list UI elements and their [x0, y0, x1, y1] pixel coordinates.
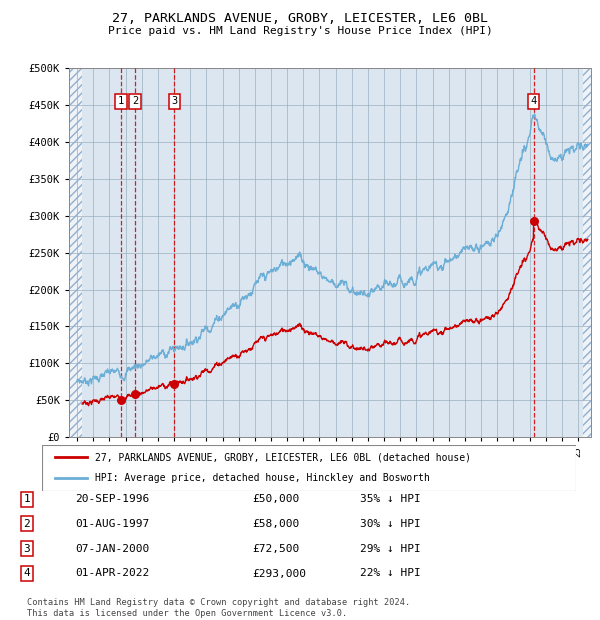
- Text: 29% ↓ HPI: 29% ↓ HPI: [360, 544, 421, 554]
- Text: 3: 3: [171, 96, 178, 107]
- FancyBboxPatch shape: [42, 445, 576, 491]
- Text: 35% ↓ HPI: 35% ↓ HPI: [360, 494, 421, 504]
- Text: Price paid vs. HM Land Registry's House Price Index (HPI): Price paid vs. HM Land Registry's House …: [107, 26, 493, 36]
- Text: 01-APR-2022: 01-APR-2022: [75, 569, 149, 578]
- Text: 27, PARKLANDS AVENUE, GROBY, LEICESTER, LE6 0BL (detached house): 27, PARKLANDS AVENUE, GROBY, LEICESTER, …: [95, 452, 472, 462]
- Text: 4: 4: [530, 96, 537, 107]
- Text: £58,000: £58,000: [252, 519, 299, 529]
- Text: 30% ↓ HPI: 30% ↓ HPI: [360, 519, 421, 529]
- Text: 22% ↓ HPI: 22% ↓ HPI: [360, 569, 421, 578]
- Text: 2: 2: [23, 519, 31, 529]
- Text: £50,000: £50,000: [252, 494, 299, 504]
- Text: 20-SEP-1996: 20-SEP-1996: [75, 494, 149, 504]
- Bar: [583, 68, 591, 437]
- Text: 4: 4: [23, 569, 31, 578]
- Text: 01-AUG-1997: 01-AUG-1997: [75, 519, 149, 529]
- Bar: [69, 68, 82, 437]
- Text: HPI: Average price, detached house, Hinckley and Bosworth: HPI: Average price, detached house, Hinc…: [95, 474, 430, 484]
- Text: £72,500: £72,500: [252, 544, 299, 554]
- Text: £293,000: £293,000: [252, 569, 306, 578]
- Text: 2: 2: [132, 96, 138, 107]
- Bar: [583, 68, 591, 437]
- Text: 27, PARKLANDS AVENUE, GROBY, LEICESTER, LE6 0BL: 27, PARKLANDS AVENUE, GROBY, LEICESTER, …: [112, 12, 488, 25]
- Bar: [69, 68, 82, 437]
- Text: 3: 3: [23, 544, 31, 554]
- Text: Contains HM Land Registry data © Crown copyright and database right 2024.
This d: Contains HM Land Registry data © Crown c…: [27, 598, 410, 618]
- Text: 1: 1: [23, 494, 31, 504]
- Text: 07-JAN-2000: 07-JAN-2000: [75, 544, 149, 554]
- Text: 1: 1: [118, 96, 124, 107]
